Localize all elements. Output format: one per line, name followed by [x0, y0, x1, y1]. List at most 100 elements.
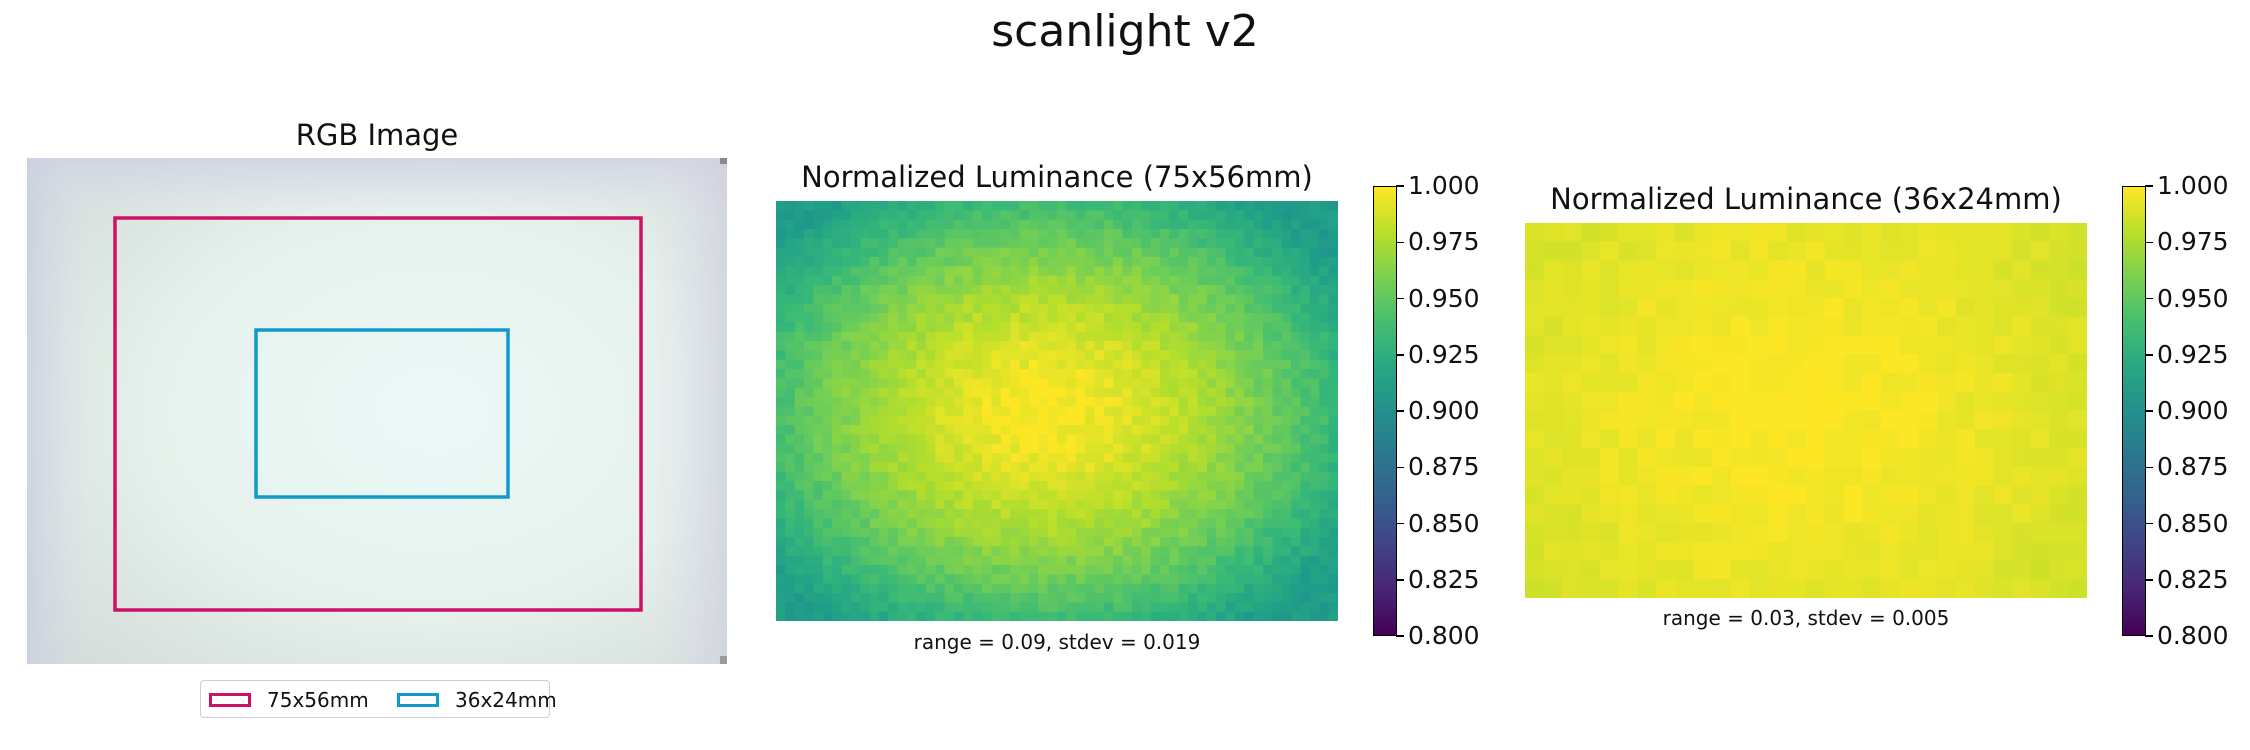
heatmap-cell [860, 275, 871, 286]
heatmap-cell [832, 219, 843, 230]
heatmap-cell [1937, 541, 1957, 562]
heatmap-cell [1693, 429, 1713, 449]
heatmap-cell [1122, 537, 1133, 547]
heatmap-cell [963, 537, 974, 547]
heatmap-cell [1047, 434, 1058, 445]
heatmap-cell [1047, 350, 1058, 361]
heatmap-cell [925, 583, 936, 594]
heatmap-cell [897, 565, 908, 575]
heatmap-cell [1085, 555, 1096, 566]
heatmap-cell [1131, 462, 1142, 473]
heatmap-cell [935, 369, 946, 379]
heatmap-cell [1085, 443, 1096, 454]
heatmap-cell [1160, 266, 1170, 277]
heatmap-cell [832, 331, 843, 342]
heatmap-cell [1562, 504, 1582, 524]
heatmap-cell [1899, 223, 1919, 243]
heatmap-cell [1693, 354, 1713, 374]
colorbar-tick-mark [2145, 466, 2153, 468]
heatmap-cell [1263, 210, 1274, 221]
heatmap-cell [1075, 341, 1086, 351]
heatmap-cell [1206, 331, 1217, 342]
heatmap-cell [1113, 303, 1124, 314]
heatmap-cell [1094, 602, 1105, 613]
heatmap-cell [1300, 331, 1311, 342]
heatmap-cell [1000, 583, 1011, 594]
heatmap-cell [1038, 565, 1049, 575]
heatmap-cell [1197, 238, 1208, 249]
heatmap-cell [1993, 391, 2013, 412]
heatmap-cell [860, 574, 871, 585]
heatmap-cell [1300, 499, 1311, 510]
heatmap-cell [841, 425, 852, 435]
heatmap-cell [1038, 425, 1049, 435]
heatmap-cell [1038, 593, 1049, 603]
heatmap-cell [1113, 238, 1124, 249]
heatmap-36x24 [1525, 223, 2087, 598]
heatmap-cell [972, 471, 983, 482]
heatmap-cell [822, 369, 833, 379]
heatmap-cell [1712, 541, 1732, 562]
heatmap-cell [1234, 425, 1245, 435]
heatmap-cell [1225, 350, 1236, 361]
heatmap-cell [888, 266, 899, 277]
heatmap-cell [1674, 410, 1695, 430]
heatmap-cell [794, 369, 805, 379]
heatmap-cell [991, 611, 1002, 621]
heatmap-cell [1160, 509, 1170, 519]
heatmap-cell [1328, 425, 1338, 435]
heatmap-cell [1178, 229, 1189, 239]
heatmap-cell [1216, 481, 1227, 491]
heatmap-cell [1131, 574, 1142, 585]
heatmap-cell [1075, 294, 1086, 305]
heatmap-cell [1216, 462, 1227, 473]
heatmap-cell [1244, 266, 1255, 277]
heatmap-cell [1178, 201, 1189, 211]
heatmap-cell [1141, 285, 1152, 295]
heatmap-cell [785, 294, 796, 305]
heatmap-cell [888, 509, 899, 519]
heatmap-cell [1206, 537, 1217, 547]
heatmap-cell [1918, 560, 1938, 580]
heatmap-cell [1075, 555, 1086, 566]
heatmap-cell [1731, 260, 1751, 280]
heatmap-cell [1131, 471, 1142, 482]
heatmap-cell [1525, 429, 1545, 449]
heatmap-cell [1319, 593, 1330, 603]
heatmap-cell [1253, 350, 1264, 361]
heatmap-cell [991, 303, 1002, 314]
heatmap-cell [1225, 453, 1236, 463]
heatmap-cell [822, 453, 833, 463]
heatmap-cell [1263, 593, 1274, 603]
heatmap-cell [1188, 443, 1199, 454]
heatmap-cell [1712, 429, 1732, 449]
heatmap-cell [972, 341, 983, 351]
heatmap-cell [1131, 611, 1142, 621]
heatmap-cell [1328, 266, 1338, 277]
heatmap-cell [1113, 546, 1124, 557]
heatmap-cell [1066, 555, 1077, 566]
heatmap-cell [1216, 247, 1227, 258]
heatmap-cell [888, 443, 899, 454]
heatmap-cell [1057, 565, 1067, 575]
heatmap-cell [776, 415, 786, 426]
heatmap-cell [1206, 378, 1217, 389]
heatmap-cell [1543, 223, 1564, 243]
heatmap-cell [1328, 313, 1338, 323]
heatmap-cell [1244, 210, 1255, 221]
heatmap-cell [1263, 238, 1274, 249]
heatmap-cell [776, 285, 786, 295]
heatmap-cell [916, 229, 927, 239]
heatmap-cell [1328, 509, 1338, 519]
heatmap-cell [1581, 223, 1601, 243]
heatmap-cell [1244, 238, 1255, 249]
heatmap-cell [1000, 509, 1011, 519]
heatmap-cell [1880, 260, 1901, 280]
heatmap-cell [1309, 257, 1320, 267]
heatmap-cell [1300, 565, 1311, 575]
heatmap-cell [785, 443, 796, 454]
heatmap-cell [1010, 350, 1021, 361]
heatmap-cell [869, 387, 880, 398]
heatmap-cell [1918, 241, 1938, 262]
heatmap-cell [953, 359, 964, 370]
